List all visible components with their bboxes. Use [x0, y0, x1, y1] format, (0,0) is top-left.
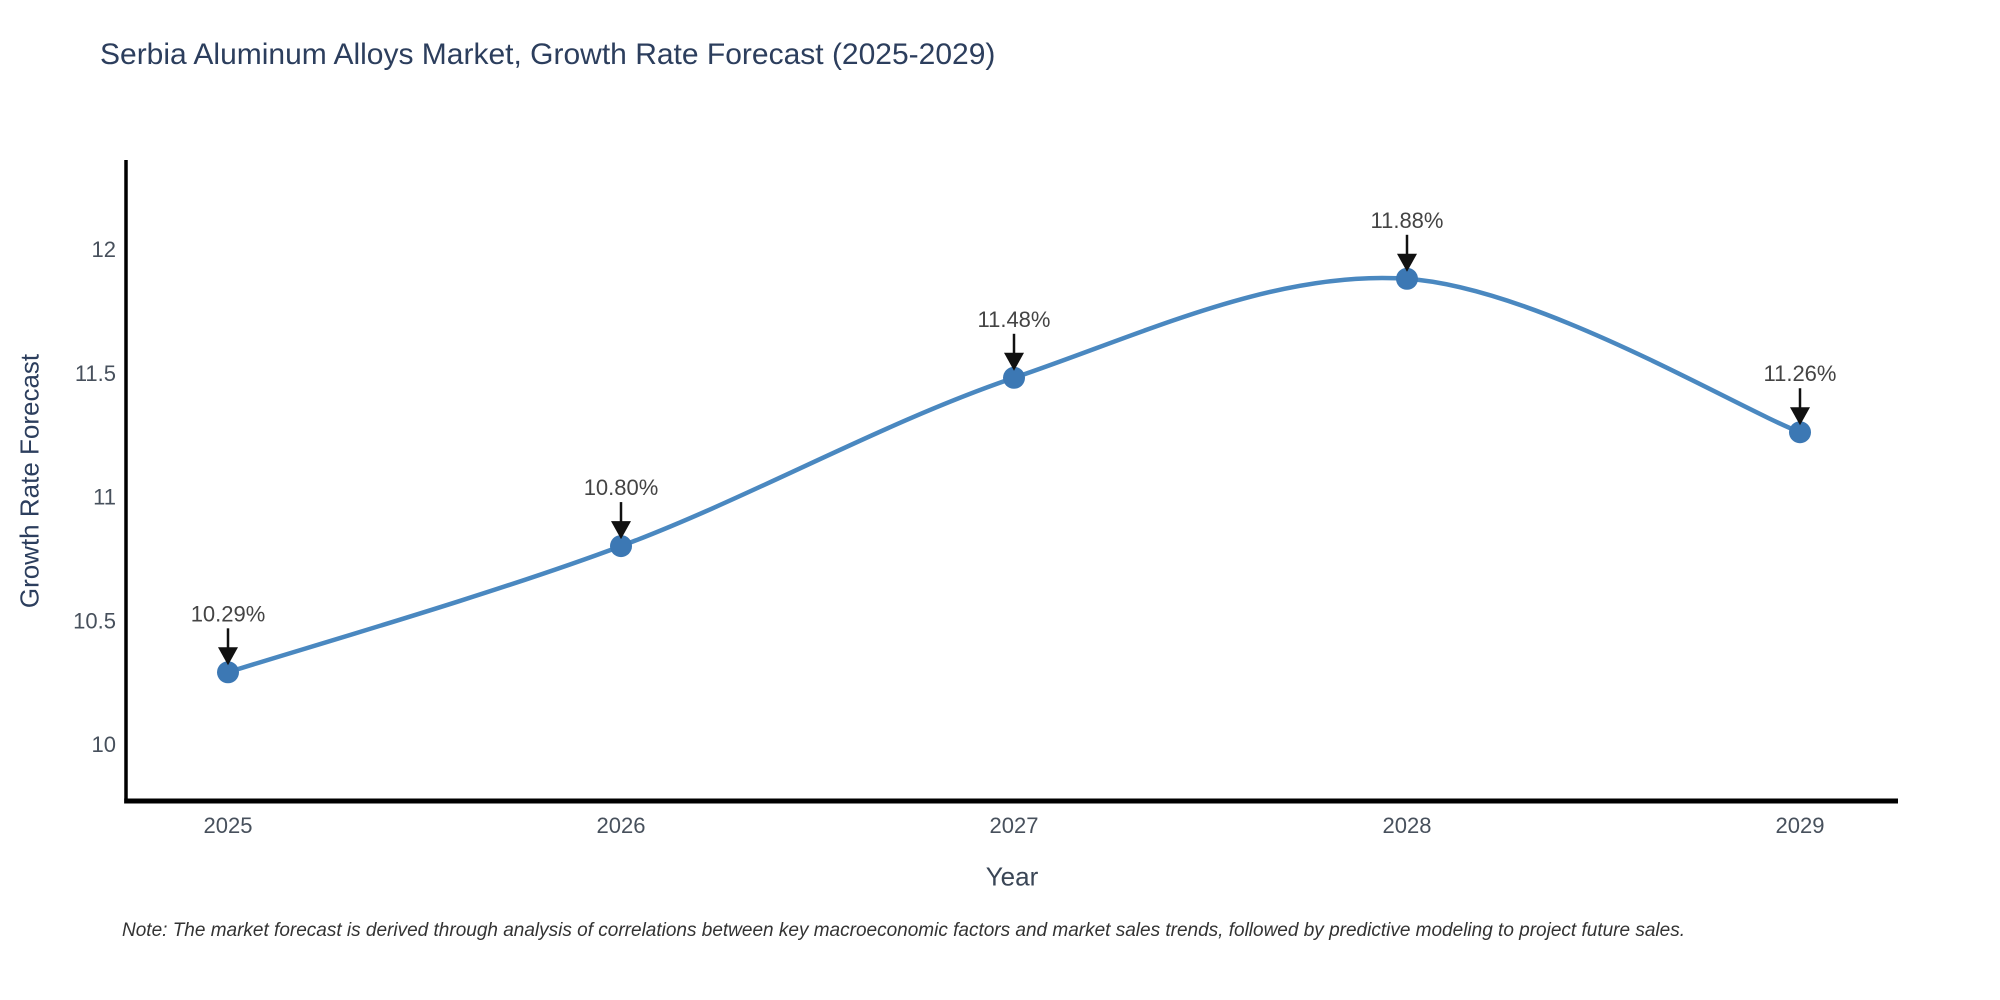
- data-point-label: 10.80%: [584, 475, 659, 500]
- annotation-arrow-head: [611, 521, 631, 540]
- footnote: Note: The market forecast is derived thr…: [122, 920, 1685, 941]
- chart-title: Serbia Aluminum Alloys Market, Growth Ra…: [100, 38, 996, 71]
- annotation-arrow-head: [218, 647, 238, 666]
- annotation-arrow-head: [1790, 407, 1810, 426]
- annotation-arrow-head: [1004, 352, 1024, 371]
- x-tick-label: 2025: [204, 813, 253, 838]
- data-point-marker: [217, 661, 239, 684]
- y-tick-label: 11: [93, 485, 116, 510]
- x-tick-label: 2028: [1383, 813, 1432, 838]
- data-point-label: 11.88%: [1371, 208, 1444, 233]
- y-tick-label: 12: [92, 237, 116, 262]
- x-tick-label: 2026: [597, 813, 646, 838]
- annotation-arrow-head: [1397, 253, 1417, 272]
- y-tick-label: 10.5: [73, 608, 116, 633]
- data-point-marker: [1396, 267, 1418, 290]
- x-axis-title: Year: [985, 861, 1039, 892]
- y-tick-label: 10: [92, 732, 116, 757]
- x-tick-label: 2027: [990, 813, 1039, 838]
- x-tick-label: 2029: [1776, 813, 1825, 838]
- data-point-marker: [1789, 421, 1811, 444]
- y-tick-label: 11.5: [75, 361, 116, 386]
- data-point-label: 10.29%: [191, 601, 266, 626]
- data-point-label: 11.48%: [978, 307, 1051, 332]
- data-point-marker: [1003, 366, 1025, 389]
- data-point-marker: [610, 535, 632, 558]
- data-point-label: 11.26%: [1764, 361, 1837, 386]
